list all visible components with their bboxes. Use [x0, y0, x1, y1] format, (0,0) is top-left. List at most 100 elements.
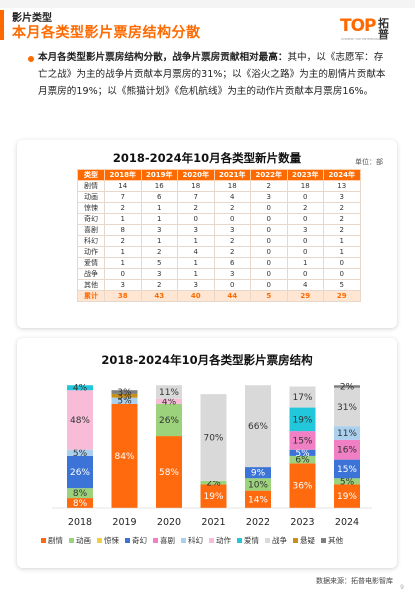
data-label: 11%	[159, 388, 179, 398]
table-cell: 2018年	[104, 169, 142, 181]
table-cell: 0	[213, 213, 251, 225]
top-strip	[0, 0, 415, 8]
table-cell: 0	[250, 257, 288, 269]
bullet-icon	[28, 56, 34, 62]
table-cell: 1	[140, 235, 178, 247]
table-cell: 5	[140, 257, 178, 269]
legend-label: 剧情	[48, 535, 63, 545]
table-cell: 1	[104, 257, 142, 269]
table-cell: 2	[213, 235, 251, 247]
legend-label: 战争	[272, 535, 287, 545]
chart-card: 2018-2024年10月各类型影片票房结构 8% 8% 26% 5% 48% 4% 201…	[17, 338, 397, 568]
legend-swatch	[41, 538, 46, 543]
table-cell: 1	[177, 235, 215, 247]
bar-segment	[334, 387, 360, 427]
data-source: 数据来源：拓普电影智库	[316, 577, 393, 585]
data-label: 8%	[73, 499, 88, 509]
table-cell: 14	[104, 180, 142, 192]
table-cell: 2019年	[140, 169, 178, 181]
bar-segment	[111, 403, 138, 508]
table-row: 战争 0 3 1 3 0 0 0	[77, 268, 361, 280]
table-cell: 2022年	[250, 169, 288, 181]
x-tick-label: 2019	[112, 517, 136, 528]
data-label: 5%	[295, 449, 310, 459]
data-label: 17%	[292, 393, 312, 403]
bar-segment	[67, 390, 93, 450]
table-cell: 38	[104, 290, 142, 302]
table-cell: 0	[286, 191, 324, 203]
table-cell: 3	[250, 191, 288, 203]
bar-segment	[67, 449, 93, 456]
table-cell: 3	[213, 224, 251, 236]
table-header-row: 类型 2018年 2019年 2020年 2021年 2022年 2023年 2024年	[77, 169, 361, 181]
table-cell: 3	[213, 268, 251, 280]
table-cell: 3	[286, 224, 324, 236]
legend-label: 喜剧	[160, 535, 175, 545]
x-tick-label: 2024	[335, 517, 359, 528]
bar-segment	[200, 394, 227, 481]
legend-swatch	[69, 538, 74, 543]
data-label: 3%	[117, 392, 132, 402]
data-label: 10%	[248, 480, 268, 490]
chart-title: 2018-2024年10月各类型影片票房结构	[101, 353, 313, 367]
table-cell: 2	[323, 202, 361, 214]
data-label: 2%	[340, 382, 355, 392]
table-cell: 2	[213, 202, 251, 214]
bar-segment	[334, 484, 360, 508]
table-cell: 2	[213, 246, 251, 258]
table-cell: 1	[140, 202, 178, 214]
data-label: 9%	[251, 469, 266, 479]
legend-swatch	[237, 538, 242, 543]
table-cell: 0	[250, 224, 288, 236]
legend-swatch	[293, 538, 298, 543]
table-cell: 1	[177, 257, 215, 269]
bar-segment	[245, 385, 271, 468]
table-cell: 0	[286, 235, 324, 247]
table-cell: 2	[250, 180, 288, 192]
data-label: 66%	[248, 422, 268, 432]
table-cell: 0	[250, 235, 288, 247]
table-row-label: 惊悚	[77, 202, 105, 214]
table-cell: 16	[140, 180, 178, 192]
legend-label: 科幻	[188, 535, 203, 545]
bar-segment	[334, 426, 360, 440]
legend-swatch	[153, 538, 158, 543]
table-cell: 18	[213, 180, 251, 192]
logo-text: TOP	[340, 16, 377, 36]
legend-swatch	[209, 538, 214, 543]
data-label: 19%	[337, 492, 357, 502]
table-cell: 1	[286, 257, 324, 269]
data-label: 3%	[117, 388, 132, 398]
data-label: 5%	[73, 449, 88, 459]
bar-segment	[156, 403, 182, 437]
table-cell: 6	[213, 257, 251, 269]
data-label: 11%	[337, 429, 357, 439]
legend-swatch	[125, 538, 130, 543]
table-row-label: 奇幻	[77, 213, 105, 225]
legend-label: 悬疑	[300, 535, 315, 545]
section-label: 影片类型	[12, 13, 52, 24]
x-tick-label: 2018	[68, 517, 92, 528]
bar-segment	[67, 455, 93, 489]
bar-segment	[111, 390, 138, 394]
table-cell: 6	[140, 191, 178, 203]
brand-logo: TOP 拓普 CHINESE TOP ENTERTAINMENT	[340, 14, 402, 46]
legend-swatch	[265, 538, 270, 543]
legend-swatch	[181, 538, 186, 543]
table-cell: 0	[177, 213, 215, 225]
table-cell: 2023年	[286, 169, 324, 181]
table-cell: 2	[323, 224, 361, 236]
table-row-label: 剧情	[77, 180, 105, 192]
table-cell: 13	[323, 180, 361, 192]
bar-segment	[200, 484, 227, 508]
legend-label: 动画	[76, 535, 91, 545]
bar-segment	[289, 431, 316, 450]
table-cell: 3	[140, 224, 178, 236]
data-label: 36%	[292, 482, 312, 492]
box-office-chart: 8%8%26%5%48%4%201884%5%3%3%201958%26%4%1…	[41, 382, 372, 545]
page-number: 9	[400, 584, 404, 591]
table-cell: 2	[104, 202, 142, 214]
table-cell: 2024年	[323, 169, 361, 181]
table-cell: 0	[250, 268, 288, 280]
data-label: 19%	[292, 415, 312, 425]
